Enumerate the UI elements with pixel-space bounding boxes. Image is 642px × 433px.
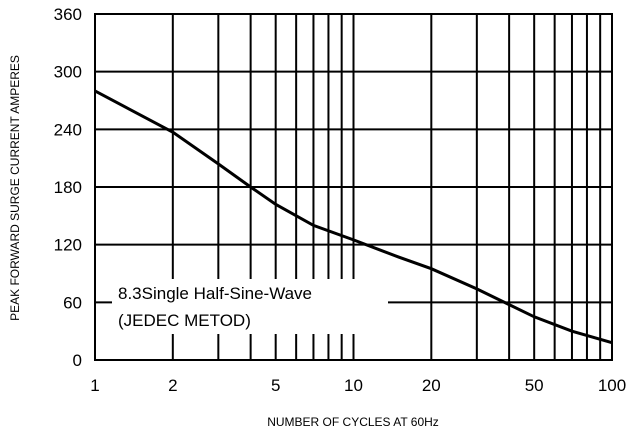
y-tick-label: 0 <box>73 351 82 370</box>
plot-frame <box>94 13 613 361</box>
x-axis-label: NUMBER OF CYCLES AT 60Hz <box>267 415 439 429</box>
y-tick-labels: 0 60 120 180 240 300 360 <box>54 5 82 370</box>
y-tick-label: 240 <box>54 120 82 139</box>
x-tick-label: 10 <box>344 376 363 395</box>
x-tick-label: 50 <box>525 376 544 395</box>
x-tick-label: 5 <box>271 376 280 395</box>
y-tick-label: 180 <box>54 178 82 197</box>
y-tick-label: 300 <box>54 63 82 82</box>
y-tick-label: 120 <box>54 236 82 255</box>
x-tick-label: 20 <box>422 376 441 395</box>
series-line <box>94 89 613 345</box>
x-tick-label: 1 <box>90 376 99 395</box>
x-tick-label: 2 <box>168 376 177 395</box>
annotation-line-1: 8.3Single Half-Sine-Wave <box>118 284 312 303</box>
y-axis-label: PEAK FORWARD SURGE CURRENT AMPERES <box>8 55 22 321</box>
annotation-background <box>112 279 388 334</box>
x-tick-labels: 1 2 5 10 20 50 100 <box>90 376 626 395</box>
y-tick-label: 60 <box>63 293 82 312</box>
y-tick-label: 360 <box>54 5 82 24</box>
x-tick-label: 100 <box>598 376 626 395</box>
annotation-line-2: (JEDEC METOD) <box>118 311 251 330</box>
grid <box>94 13 613 361</box>
